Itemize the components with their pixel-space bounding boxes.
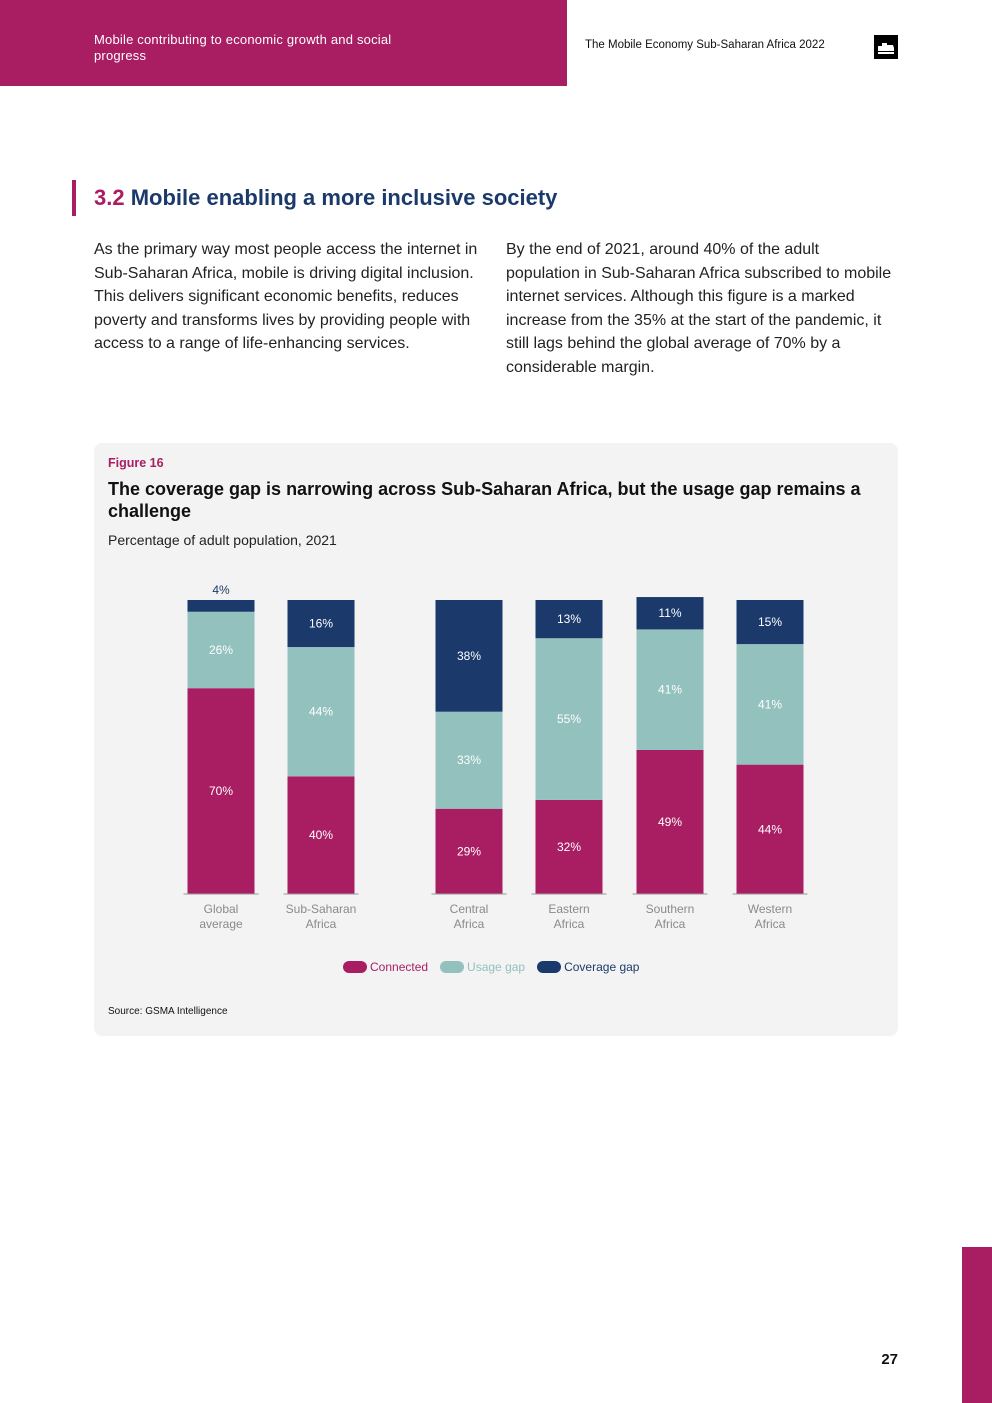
bar-segment-usage-gap — [736, 644, 804, 765]
chart-legend: Connected Usage gap Coverage gap — [343, 960, 651, 974]
bar-segment-coverage-gap — [535, 600, 603, 639]
legend-swatch-coverage-gap — [537, 961, 562, 973]
bar-segment-connected — [287, 776, 355, 894]
bar-segment-coverage-gap — [435, 600, 503, 712]
page-number: 27 — [881, 1351, 898, 1368]
category-label: Sub-Saharan — [286, 902, 357, 916]
category-label: Africa — [655, 917, 686, 931]
legend-swatch-usage-gap — [440, 961, 465, 973]
figure-subtitle: Percentage of adult population, 2021 — [108, 532, 337, 548]
category-label: Africa — [454, 917, 485, 931]
data-label: 41% — [758, 697, 782, 711]
category-label: Western — [748, 902, 792, 916]
side-tab — [962, 1247, 992, 1403]
category-label: Africa — [755, 917, 786, 931]
section-title: Mobile enabling a more inclusive society — [130, 185, 558, 210]
bar-segment-usage-gap — [435, 711, 503, 809]
data-label: 15% — [758, 615, 782, 629]
bar-segment-coverage-gap — [287, 600, 355, 648]
data-label: 70% — [209, 784, 233, 798]
section-number: 3.2 — [94, 185, 125, 210]
bar-segment-usage-gap — [187, 611, 255, 689]
data-label: 55% — [557, 712, 581, 726]
category-label: Africa — [306, 917, 337, 931]
figure-source: Source: GSMA Intelligence — [108, 1006, 228, 1017]
category-label: Africa — [554, 917, 585, 931]
legend-item-usage-gap: Usage gap — [440, 960, 525, 974]
data-label: 29% — [457, 844, 481, 858]
data-label: 41% — [658, 683, 682, 697]
data-label: 13% — [557, 612, 581, 626]
bar-segment-usage-gap — [636, 629, 704, 750]
header-band: Mobile contributing to economic growth a… — [0, 0, 567, 86]
legend-item-connected: Connected — [343, 960, 428, 974]
bar-segment-coverage-gap — [187, 600, 255, 612]
figure-label: Figure 16 — [108, 456, 164, 470]
legend-label-usage-gap: Usage gap — [467, 960, 526, 974]
bar-segment-usage-gap — [287, 647, 355, 777]
bar-segment-connected — [435, 808, 503, 894]
data-label: 32% — [557, 840, 581, 854]
header-section-label: Mobile contributing to economic growth a… — [94, 32, 392, 63]
legend-item-coverage-gap: Coverage gap — [537, 960, 639, 974]
figure-panel: Figure 16 The coverage gap is narrowing … — [94, 443, 898, 1036]
bar-segment-connected — [535, 799, 603, 894]
legend-label-coverage-gap: Coverage gap — [564, 960, 640, 974]
bar-segment-coverage-gap — [736, 600, 804, 645]
bar-segment-coverage-gap — [636, 597, 704, 630]
section-accent-bar — [72, 180, 76, 216]
data-label: 49% — [658, 815, 682, 829]
bar-segment-connected — [736, 764, 804, 894]
figure-title: The coverage gap is narrowing across Sub… — [108, 479, 861, 521]
data-label: 26% — [209, 643, 233, 657]
data-label: 44% — [758, 822, 782, 836]
category-label: Southern — [646, 902, 695, 916]
data-label: 44% — [309, 705, 333, 719]
category-label: Eastern — [548, 902, 589, 916]
section-heading: 3.2 Mobile enabling a more inclusive soc… — [94, 185, 557, 211]
data-label: 33% — [457, 753, 481, 767]
category-label: Global — [204, 902, 239, 916]
category-label: average — [199, 917, 243, 931]
bar-segment-connected — [187, 688, 255, 894]
gsma-logo-icon — [874, 35, 898, 59]
data-label: 16% — [309, 617, 333, 631]
data-label: 11% — [658, 606, 681, 620]
logo-mark — [874, 35, 898, 59]
legend-label-connected: Connected — [370, 960, 429, 974]
bar-segment-usage-gap — [535, 638, 603, 800]
body-paragraph-left: As the primary way most people access th… — [94, 241, 478, 352]
legend-swatch-connected — [343, 961, 367, 973]
header-document-title: The Mobile Economy Sub-Saharan Africa 20… — [585, 39, 825, 51]
data-label: 38% — [457, 649, 481, 663]
bar-segment-connected — [636, 749, 704, 894]
body-paragraph-right: By the end of 2021, around 40% of the ad… — [506, 241, 892, 376]
data-label: 40% — [309, 828, 333, 842]
data-label: 4% — [212, 583, 230, 597]
category-label: Central — [450, 902, 489, 916]
